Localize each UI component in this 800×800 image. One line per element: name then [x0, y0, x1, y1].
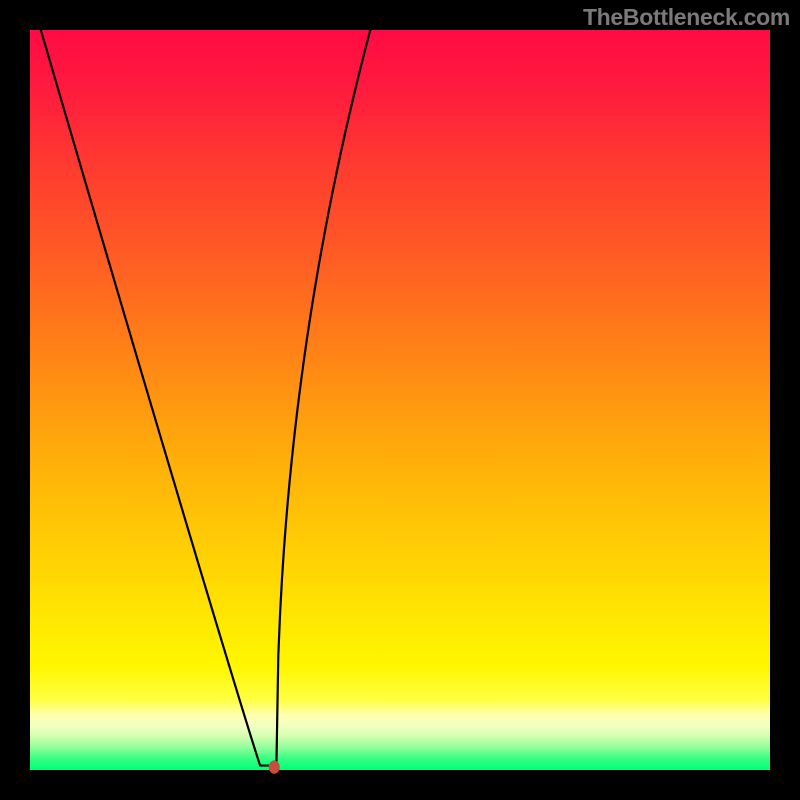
vertex-marker [269, 760, 280, 773]
chart-stage: TheBottleneck.com [0, 0, 800, 800]
plot-background [30, 30, 770, 770]
watermark-text: TheBottleneck.com [583, 4, 790, 31]
bottleneck-chart [0, 0, 800, 800]
